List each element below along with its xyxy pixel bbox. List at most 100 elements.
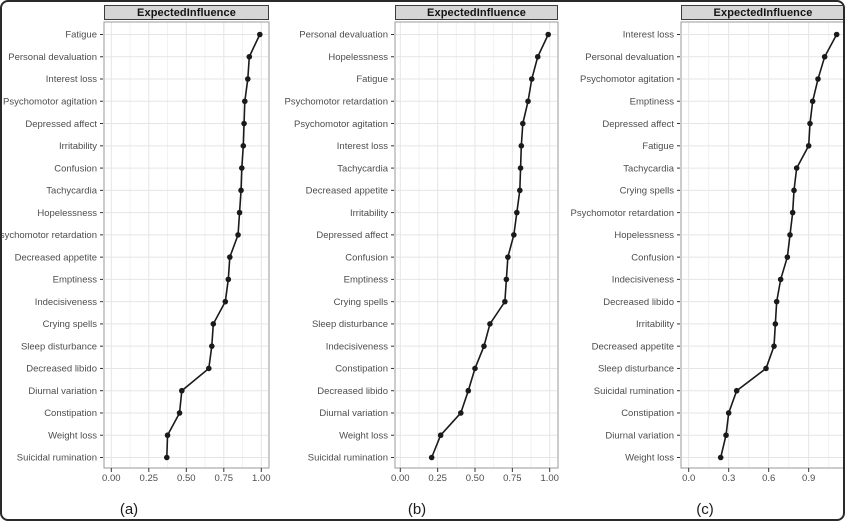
y-axis-label: Interest loss xyxy=(46,74,97,85)
data-point xyxy=(481,343,487,349)
data-point xyxy=(545,31,552,38)
y-axis-label: Indecisiveness xyxy=(612,275,675,286)
y-axis-label: Interest loss xyxy=(623,30,674,41)
trend-line xyxy=(719,34,838,458)
y-axis-label: Personal devaluation xyxy=(8,52,97,63)
y-axis-label: Tachycardia xyxy=(623,163,674,174)
y-axis-label: Suicidal rumination xyxy=(17,453,97,464)
data-point xyxy=(789,209,796,216)
data-point xyxy=(210,321,217,327)
x-axis-tick-label: 0.9 xyxy=(802,473,815,484)
data-point xyxy=(240,143,247,149)
data-point xyxy=(773,298,780,305)
y-axis-label: Psychomotor retardation xyxy=(2,230,97,241)
data-point xyxy=(242,98,248,105)
data-point xyxy=(246,53,253,60)
data-point xyxy=(505,254,511,260)
y-axis-label: Weight loss xyxy=(625,453,674,464)
data-point xyxy=(821,53,828,60)
y-axis-label: Weight loss xyxy=(339,430,388,441)
data-point xyxy=(209,343,215,349)
data-point xyxy=(517,165,524,171)
trend-line xyxy=(430,34,549,458)
y-axis-label: Indecisiveness xyxy=(35,297,98,308)
y-axis-label: Diurnal variation xyxy=(605,430,674,441)
data-point xyxy=(239,165,245,171)
y-axis-label: Emptiness xyxy=(344,275,389,286)
data-point xyxy=(763,365,769,372)
y-axis-label: Psychomotor agitation xyxy=(580,74,674,85)
data-point xyxy=(771,343,777,349)
data-point xyxy=(815,76,821,82)
data-point xyxy=(517,187,523,194)
data-point xyxy=(791,187,797,194)
data-point xyxy=(525,98,531,105)
data-point xyxy=(437,432,444,439)
x-axis-tick-label: 0.00 xyxy=(391,473,410,484)
y-axis-label: Crying spells xyxy=(620,186,675,197)
data-point xyxy=(236,209,243,216)
x-axis-tick-label: 1.00 xyxy=(252,473,271,484)
y-axis-label: Depressed affect xyxy=(602,119,674,130)
x-axis-tick-label: 1.00 xyxy=(540,473,559,484)
y-axis-label: Indecisiveness xyxy=(326,341,389,352)
y-axis-label: Crying spells xyxy=(43,319,98,330)
data-point xyxy=(465,387,472,394)
y-axis-label: Decreased appetite xyxy=(15,252,97,263)
x-axis-tick-label: 0.00 xyxy=(102,473,121,484)
panel-border xyxy=(680,21,843,469)
x-axis-tick-label: 0.50 xyxy=(466,473,485,484)
y-axis-label: Suicidal rumination xyxy=(308,453,388,464)
data-point xyxy=(241,120,247,127)
y-axis-label: Fatigue xyxy=(642,141,674,152)
data-point xyxy=(528,76,535,82)
data-point xyxy=(520,120,526,127)
data-point xyxy=(534,53,541,60)
data-point xyxy=(725,410,732,416)
data-point xyxy=(514,209,520,216)
y-axis-label: Confusion xyxy=(345,252,388,263)
data-point xyxy=(733,387,740,394)
y-axis-label: Diurnal variation xyxy=(319,408,388,419)
y-axis-label: Hopelessness xyxy=(328,52,388,63)
y-axis-label: Emptiness xyxy=(630,96,675,107)
y-axis-label: Psychomotor retardation xyxy=(571,208,675,219)
trend-line xyxy=(166,34,261,458)
x-axis-tick-label: 0.75 xyxy=(503,473,522,484)
y-axis-label: Personal devaluation xyxy=(585,52,674,63)
data-point xyxy=(235,232,241,238)
y-axis-label: Emptiness xyxy=(53,275,98,286)
y-axis-label: Confusion xyxy=(631,252,674,263)
data-point xyxy=(428,454,435,461)
data-point xyxy=(472,365,478,372)
data-point xyxy=(723,432,729,439)
y-axis-label: Suicidal rumination xyxy=(594,386,674,397)
y-axis-label: Hopelessness xyxy=(37,208,97,219)
y-axis-label: Constipation xyxy=(335,364,388,375)
y-axis-label: Constipation xyxy=(44,408,97,419)
y-axis-label: Fatigue xyxy=(356,74,388,85)
data-point xyxy=(511,232,517,238)
data-point xyxy=(176,410,183,416)
data-point xyxy=(487,321,493,327)
data-point xyxy=(518,143,525,149)
data-point xyxy=(238,187,244,194)
y-axis-label: Fatigue xyxy=(65,30,97,41)
y-axis-label: Sleep disturbance xyxy=(598,364,674,375)
y-axis-label: Psychomotor retardation xyxy=(285,96,389,107)
data-point xyxy=(784,254,791,260)
y-axis-label: Psychomotor agitation xyxy=(294,119,388,130)
data-point xyxy=(257,31,263,38)
y-axis-label: Hopelessness xyxy=(614,230,674,241)
data-point xyxy=(503,276,510,283)
data-point xyxy=(225,276,232,283)
data-point xyxy=(164,432,171,439)
y-axis-label: Weight loss xyxy=(48,430,97,441)
y-axis-label: Personal devaluation xyxy=(299,30,388,41)
y-axis-label: Confusion xyxy=(54,163,97,174)
data-point xyxy=(809,98,816,105)
y-axis-label: Constipation xyxy=(621,408,674,419)
y-axis-label: Tachycardia xyxy=(46,186,97,197)
